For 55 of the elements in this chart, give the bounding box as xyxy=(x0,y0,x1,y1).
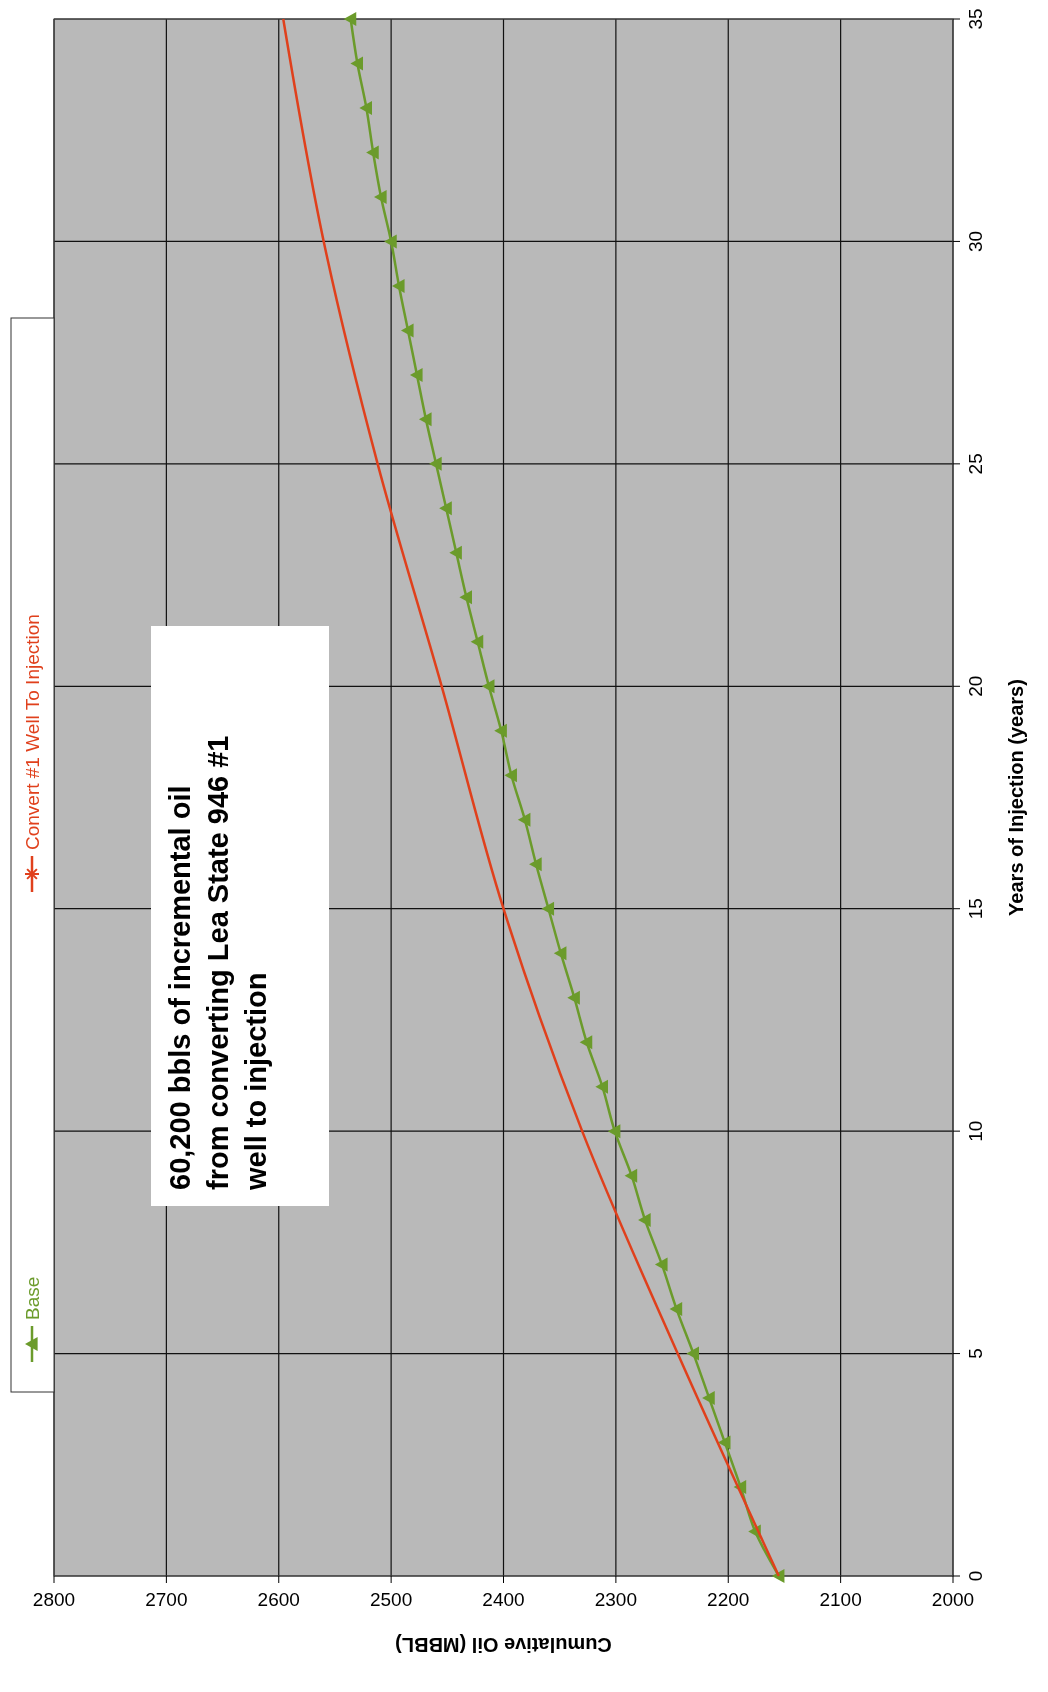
point xyxy=(553,946,567,961)
y-tick-label: 15 xyxy=(964,898,986,920)
point xyxy=(494,723,507,738)
y-tick-label: 35 xyxy=(964,8,986,30)
x-tick-label: 2400 xyxy=(482,1589,525,1610)
y-tick-label: 30 xyxy=(964,230,986,252)
y-tick-label: 0 xyxy=(964,1570,986,1582)
point xyxy=(529,857,542,872)
point xyxy=(624,1168,638,1183)
point xyxy=(391,278,405,293)
y-tick-label: 20 xyxy=(964,675,986,697)
point xyxy=(702,1391,715,1406)
point xyxy=(541,901,555,916)
x-axis-title: Cumulative Oil (MBBL) xyxy=(395,1634,612,1656)
point xyxy=(343,12,357,26)
point xyxy=(654,1257,668,1272)
point xyxy=(384,234,397,249)
point xyxy=(686,1346,700,1361)
point xyxy=(409,367,423,382)
point xyxy=(350,56,364,71)
point xyxy=(607,1124,621,1139)
point xyxy=(359,100,372,115)
point xyxy=(504,768,517,783)
point xyxy=(717,1435,731,1450)
point xyxy=(449,545,462,560)
point xyxy=(470,634,484,649)
point xyxy=(669,1302,683,1317)
annotation: 60,200 bbls of incremental oil from converting Lea State 946 #1 well to injection xyxy=(164,735,272,1191)
text: Base xyxy=(22,1276,43,1320)
point xyxy=(439,501,452,516)
point xyxy=(400,323,414,338)
x-tick-label: 2000 xyxy=(931,1589,975,1610)
x-tick-label: 2100 xyxy=(819,1589,862,1610)
point xyxy=(595,1079,608,1094)
x-tick-label: 2800 xyxy=(32,1589,76,1610)
x-tick-label: 2300 xyxy=(594,1589,638,1610)
point xyxy=(459,590,473,605)
point xyxy=(481,679,495,694)
point xyxy=(429,456,442,471)
point xyxy=(579,1035,593,1050)
point xyxy=(638,1213,651,1228)
point xyxy=(418,412,432,427)
y-axis-title: Years of Injection (years) xyxy=(1005,679,1027,916)
y-tick-label: 25 xyxy=(964,453,986,475)
point xyxy=(374,189,387,204)
y-tick-label: 5 xyxy=(964,1348,986,1359)
x-tick-label: 2600 xyxy=(257,1589,300,1610)
x-tick-label: 2500 xyxy=(369,1589,413,1610)
point xyxy=(366,145,379,160)
point xyxy=(567,990,580,1005)
x-tick-label: 2700 xyxy=(145,1589,188,1610)
text: Convert #1 Well To Injection xyxy=(22,614,43,850)
x-tick-label: 2200 xyxy=(707,1589,750,1610)
point xyxy=(517,812,531,827)
y-tick-label: 10 xyxy=(964,1120,986,1142)
